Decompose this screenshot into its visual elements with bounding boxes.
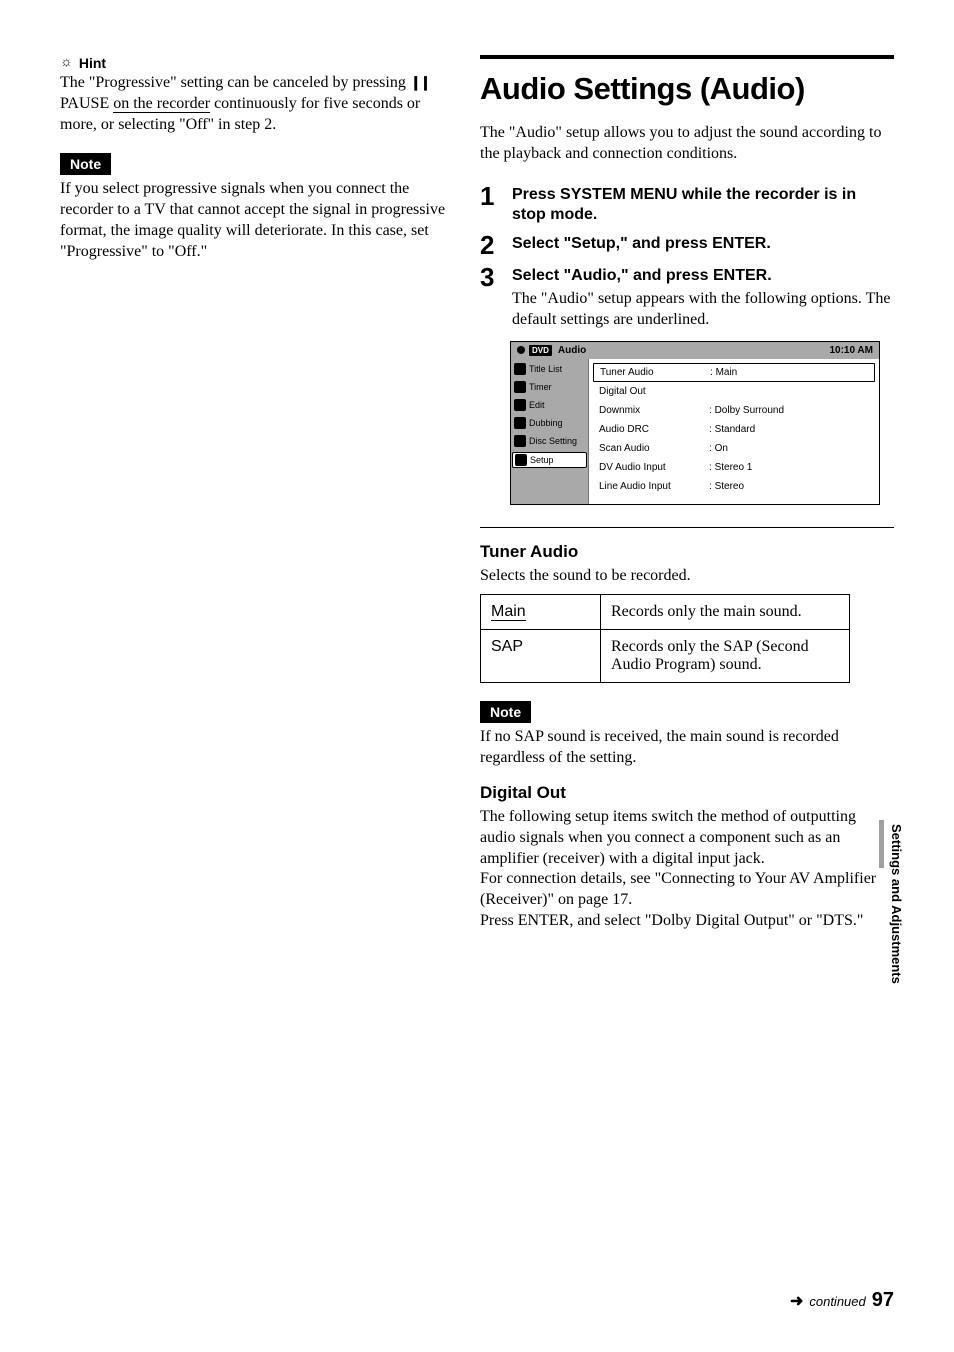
page-title: Audio Settings (Audio) bbox=[480, 55, 894, 107]
timer-icon bbox=[514, 381, 526, 393]
osd-val: Stereo bbox=[709, 481, 744, 492]
record-dot-icon bbox=[517, 346, 525, 354]
table-row: Main Records only the main sound. bbox=[481, 595, 850, 630]
nav-label: Setup bbox=[530, 455, 554, 465]
hint-text: The "Progressive" setting can be cancele… bbox=[60, 73, 450, 135]
option-main: Main bbox=[491, 603, 526, 621]
page-columns: ☼ Hint The "Progressive" setting can be … bbox=[60, 55, 894, 932]
hint-icon: ☼ bbox=[60, 55, 73, 71]
nav-label: Edit bbox=[529, 400, 545, 410]
setup-icon bbox=[515, 454, 527, 466]
list-icon bbox=[514, 363, 526, 375]
nav-label: Dubbing bbox=[529, 418, 563, 428]
hint-header: ☼ Hint bbox=[60, 55, 450, 71]
osd-val: Stereo 1 bbox=[709, 462, 752, 473]
note-text: If you select progressive signals when y… bbox=[60, 179, 450, 262]
osd-key: Downmix bbox=[599, 405, 709, 416]
intro-text: The "Audio" setup allows you to adjust t… bbox=[480, 123, 894, 165]
arrow-right-icon: ➜ bbox=[790, 1291, 803, 1311]
osd-row: Line Audio InputStereo bbox=[589, 477, 879, 496]
osd-time: 10:10 AM bbox=[829, 345, 873, 356]
osd-val: On bbox=[709, 443, 728, 454]
osd-key: DV Audio Input bbox=[599, 462, 709, 473]
osd-row: Scan AudioOn bbox=[589, 439, 879, 458]
page-footer: ➜ continued 97 bbox=[790, 1289, 894, 1312]
osd-row: DownmixDolby Surround bbox=[589, 401, 879, 420]
step-3: 3 Select "Audio," and press ENTER. The "… bbox=[480, 264, 894, 330]
nav-label: Disc Setting bbox=[529, 436, 577, 446]
osd-key: Line Audio Input bbox=[599, 481, 709, 492]
osd-key: Audio DRC bbox=[599, 424, 709, 435]
step-number: 2 bbox=[480, 232, 498, 258]
continued-label: continued bbox=[809, 1294, 865, 1309]
nav-disc-setting: Disc Setting bbox=[514, 435, 585, 447]
nav-timer: Timer bbox=[514, 381, 585, 393]
osd-key: Tuner Audio bbox=[600, 367, 710, 378]
osd-row: Digital Out bbox=[589, 382, 879, 401]
section-divider bbox=[480, 527, 894, 528]
dvd-badge: DVD bbox=[529, 345, 552, 356]
osd-row: Tuner AudioMain bbox=[593, 363, 875, 382]
step-body: Press SYSTEM MENU while the recorder is … bbox=[512, 183, 894, 227]
osd-key: Scan Audio bbox=[599, 443, 709, 454]
table-row: SAP Records only the SAP (Second Audio P… bbox=[481, 630, 850, 683]
option-desc: Records only the SAP (Second Audio Progr… bbox=[601, 630, 850, 683]
page-number: 97 bbox=[872, 1289, 894, 1312]
recorder-phrase: on the recorder bbox=[113, 95, 210, 113]
note-badge: Note bbox=[480, 701, 531, 723]
left-column: ☼ Hint The "Progressive" setting can be … bbox=[60, 55, 450, 932]
tuner-audio-desc: Selects the sound to be recorded. bbox=[480, 566, 894, 587]
option-desc: Records only the main sound. bbox=[601, 595, 850, 630]
hint-text-prefix: The "Progressive" setting can be cancele… bbox=[60, 74, 410, 91]
steps-list: 1 Press SYSTEM MENU while the recorder i… bbox=[480, 183, 894, 331]
tuner-audio-heading: Tuner Audio bbox=[480, 542, 894, 562]
osd-key: Digital Out bbox=[599, 386, 709, 397]
edit-icon bbox=[514, 399, 526, 411]
step-1: 1 Press SYSTEM MENU while the recorder i… bbox=[480, 183, 894, 227]
digital-out-text: The following setup items switch the met… bbox=[480, 807, 894, 932]
osd-nav: Title List Timer Edit Dubbing Disc Setti… bbox=[511, 359, 589, 504]
digital-out-heading: Digital Out bbox=[480, 783, 894, 803]
osd-val: Standard bbox=[709, 424, 755, 435]
step-body: Select "Setup," and press ENTER. bbox=[512, 232, 894, 258]
step-desc: The "Audio" setup appears with the follo… bbox=[512, 289, 894, 331]
nav-title-list: Title List bbox=[514, 363, 585, 375]
step-title: Press SYSTEM MENU while the recorder is … bbox=[512, 185, 894, 227]
side-tab-label: Settings and Adjustments bbox=[887, 820, 906, 988]
step-body: Select "Audio," and press ENTER. The "Au… bbox=[512, 264, 894, 330]
nav-setup: Setup bbox=[512, 452, 587, 468]
osd-body: Title List Timer Edit Dubbing Disc Setti… bbox=[511, 359, 879, 504]
osd-row: Audio DRCStandard bbox=[589, 420, 879, 439]
nav-label: Title List bbox=[529, 364, 562, 374]
pause-icon: ❙❙ bbox=[410, 74, 429, 90]
nav-label: Timer bbox=[529, 382, 552, 392]
note2-text: If no SAP sound is received, the main so… bbox=[480, 727, 894, 769]
hint-label: Hint bbox=[79, 55, 106, 71]
option-label: SAP bbox=[481, 630, 601, 683]
dubbing-icon bbox=[514, 417, 526, 429]
nav-edit: Edit bbox=[514, 399, 585, 411]
step-number: 1 bbox=[480, 183, 498, 227]
step-title: Select "Audio," and press ENTER. bbox=[512, 266, 894, 287]
osd-main: Tuner AudioMain Digital Out DownmixDolby… bbox=[589, 359, 879, 504]
step-2: 2 Select "Setup," and press ENTER. bbox=[480, 232, 894, 258]
osd-val: Dolby Surround bbox=[709, 405, 784, 416]
tuner-audio-table: Main Records only the main sound. SAP Re… bbox=[480, 594, 850, 683]
right-column: Audio Settings (Audio) The "Audio" setup… bbox=[480, 55, 894, 932]
osd-title: Audio bbox=[558, 345, 586, 356]
note-badge: Note bbox=[60, 153, 111, 175]
side-tab-bar bbox=[879, 820, 884, 868]
nav-dubbing: Dubbing bbox=[514, 417, 585, 429]
osd-screenshot: DVD Audio 10:10 AM Title List Timer Edit… bbox=[510, 341, 880, 505]
pause-word: PAUSE bbox=[60, 95, 113, 112]
step-number: 3 bbox=[480, 264, 498, 330]
option-label: Main bbox=[481, 595, 601, 630]
osd-header: DVD Audio 10:10 AM bbox=[511, 342, 879, 359]
disc-icon bbox=[514, 435, 526, 447]
step-title: Select "Setup," and press ENTER. bbox=[512, 234, 894, 255]
osd-row: DV Audio InputStereo 1 bbox=[589, 458, 879, 477]
osd-val: Main bbox=[710, 367, 737, 378]
